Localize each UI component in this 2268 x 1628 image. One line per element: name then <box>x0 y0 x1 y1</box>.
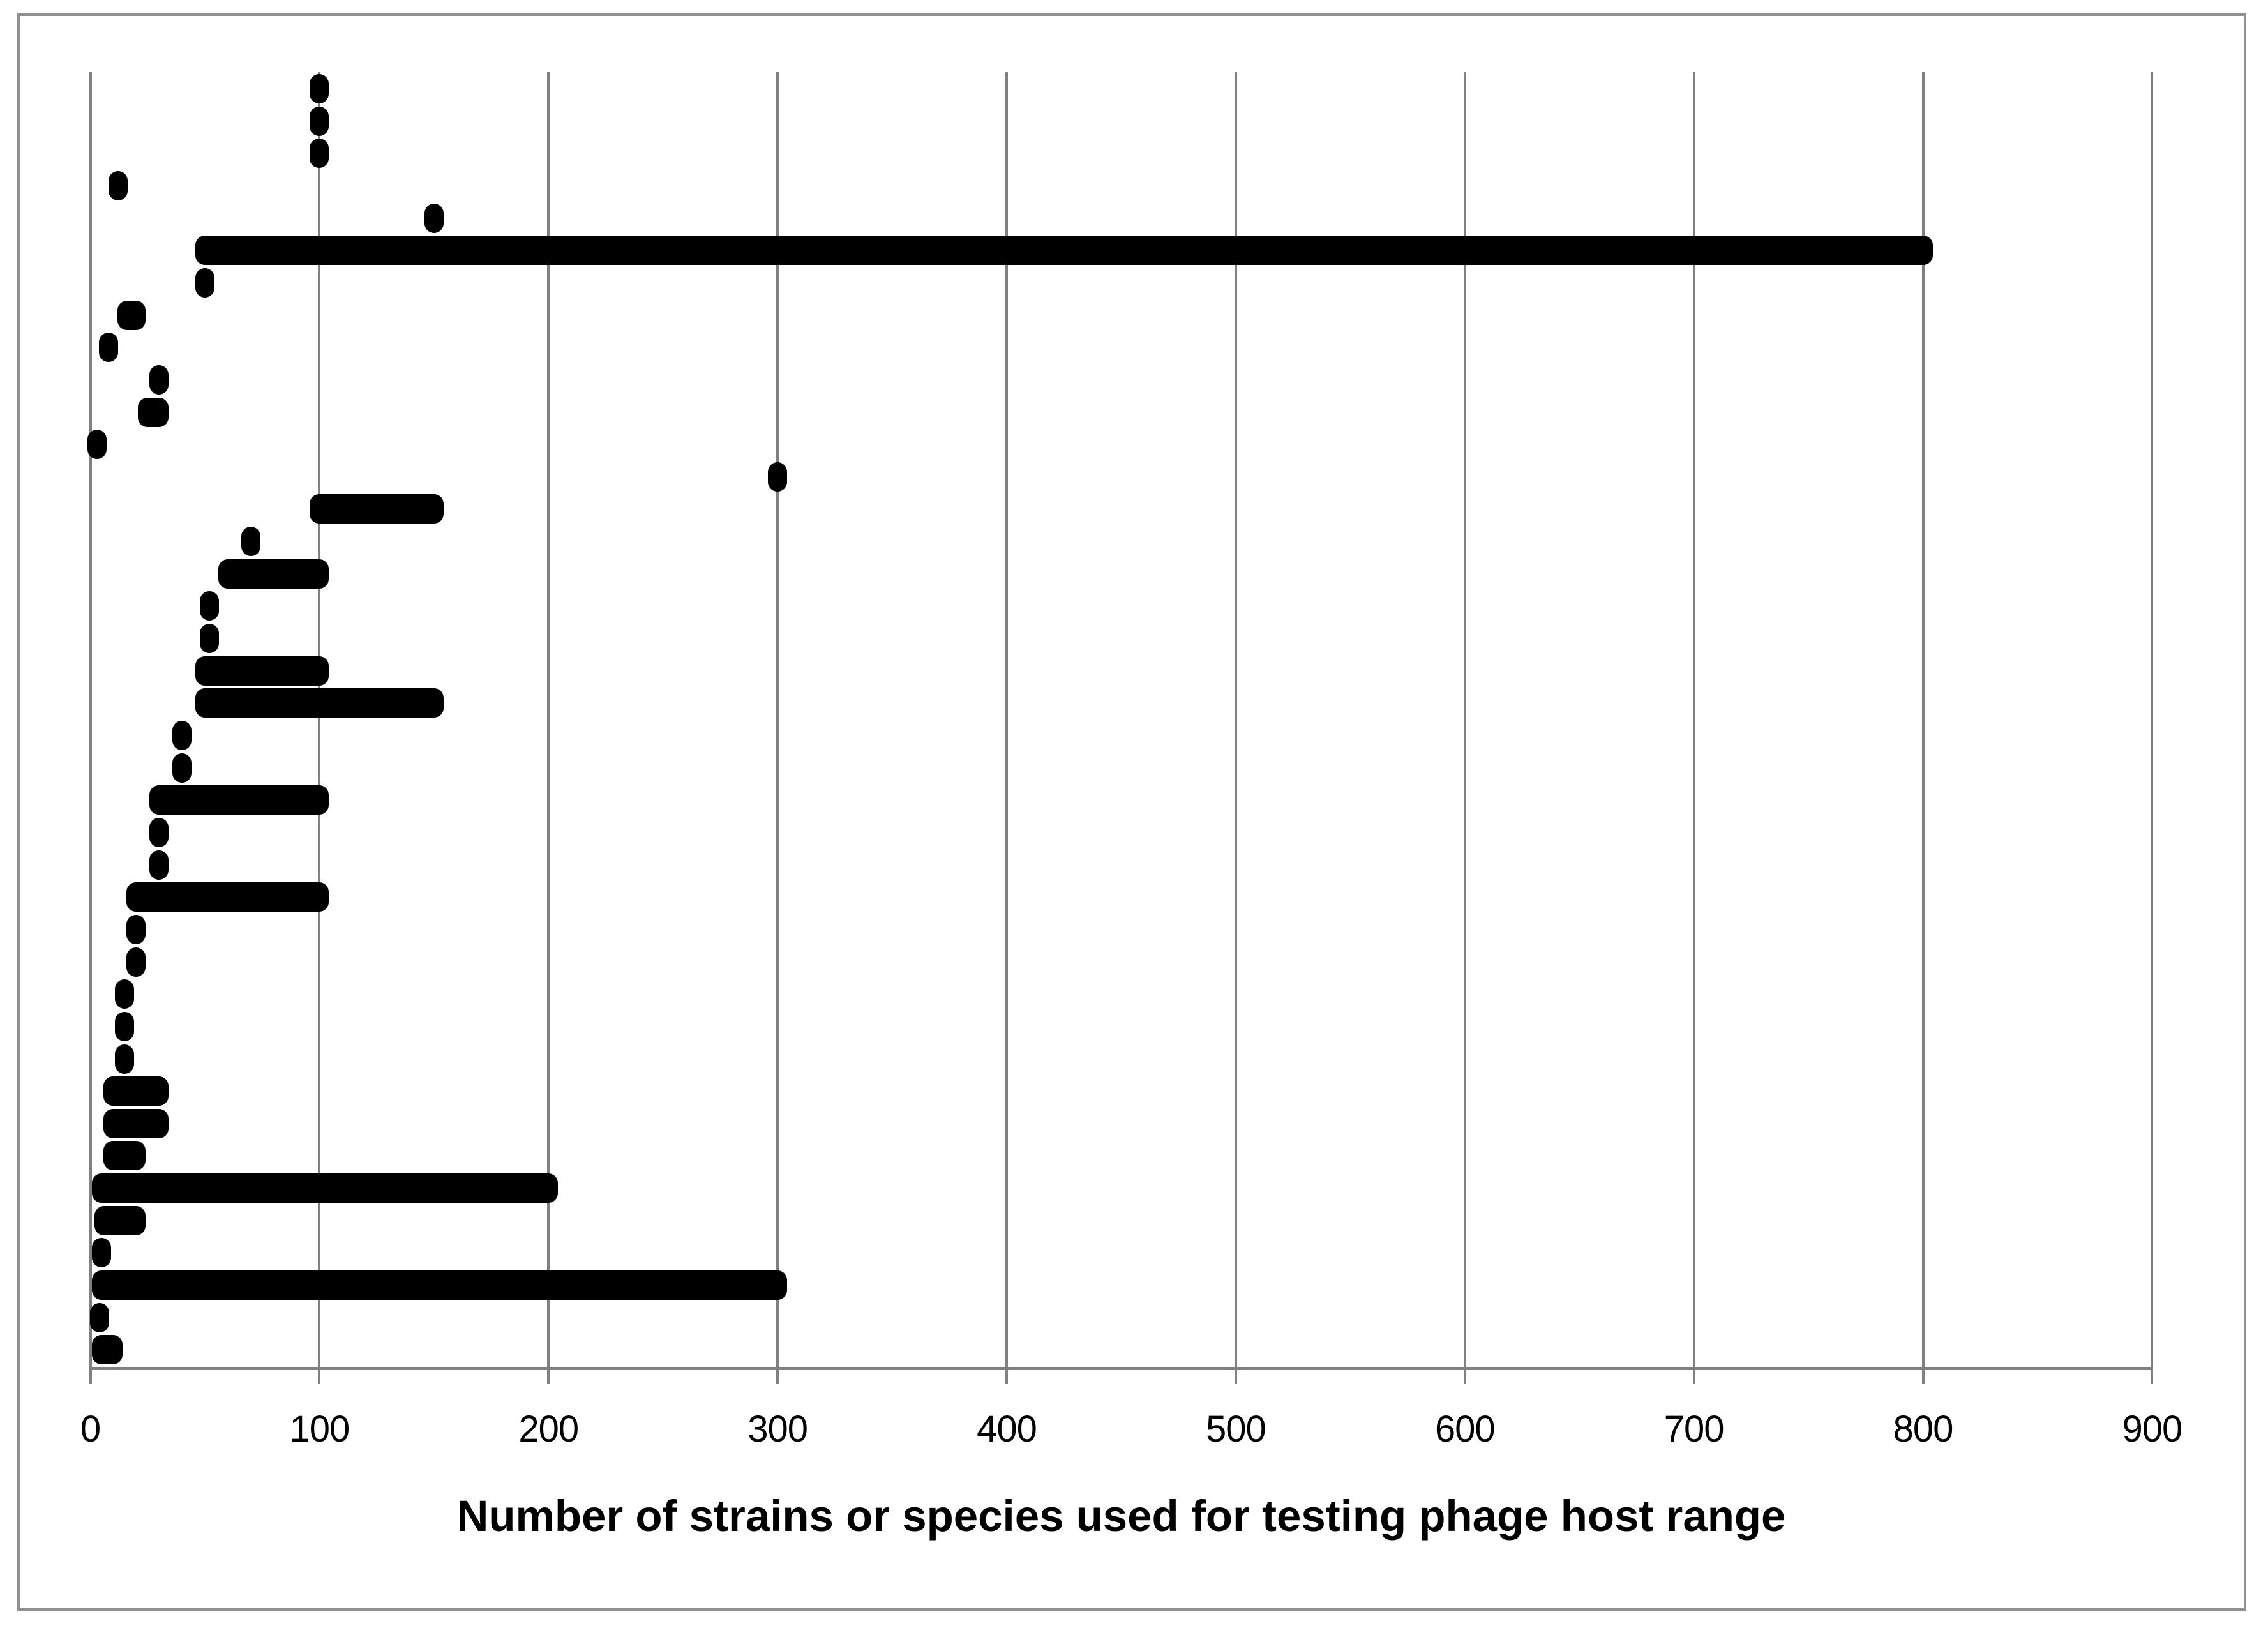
x-axis-line <box>89 1367 2154 1370</box>
data-range-bar <box>117 300 146 330</box>
gridline-x-700 <box>1692 72 1695 1384</box>
data-range-bar <box>92 1270 788 1300</box>
data-range-bar <box>92 1335 123 1365</box>
data-dot <box>172 721 192 750</box>
x-tick-label-800: 800 <box>1893 1408 1954 1450</box>
data-dot <box>108 170 128 200</box>
data-dot <box>310 139 329 169</box>
x-axis-title: Number of strains or species used for te… <box>456 1491 1786 1541</box>
data-range-bar <box>195 236 1933 266</box>
data-dot <box>241 527 260 557</box>
gridline-x-0 <box>89 72 92 1384</box>
data-range-bar <box>103 1076 169 1106</box>
gridline-x-600 <box>1463 72 1466 1384</box>
data-dot <box>768 462 788 492</box>
data-dot <box>310 106 329 136</box>
data-dot <box>115 1044 135 1074</box>
data-range-bar <box>103 1141 146 1171</box>
x-tick-label-600: 600 <box>1434 1408 1496 1450</box>
x-tick-label-100: 100 <box>289 1408 350 1450</box>
figure-border <box>17 13 2246 1611</box>
data-dot <box>310 74 329 103</box>
data-dot <box>424 203 444 233</box>
data-range-bar <box>94 1205 146 1235</box>
data-range-bar <box>103 1108 169 1138</box>
gridline-x-800 <box>1921 72 1925 1384</box>
data-dot <box>92 1238 112 1268</box>
data-range-bar <box>138 397 169 427</box>
data-dot <box>87 430 107 460</box>
data-dot <box>115 979 135 1009</box>
data-dot <box>115 1011 135 1041</box>
data-dot <box>200 624 220 654</box>
gridline-x-100 <box>318 72 321 1384</box>
x-tick-label-700: 700 <box>1663 1408 1725 1450</box>
x-tick-label-200: 200 <box>518 1408 579 1450</box>
data-dot <box>126 947 146 977</box>
gridline-x-900 <box>2151 72 2154 1384</box>
x-tick-label-300: 300 <box>747 1408 808 1450</box>
data-range-bar <box>126 882 329 912</box>
data-range-bar <box>149 785 329 815</box>
data-dot <box>172 753 192 783</box>
data-dot <box>200 591 220 621</box>
x-tick-label-900: 900 <box>2122 1408 2183 1450</box>
data-dot <box>149 817 169 847</box>
gridline-x-500 <box>1234 72 1237 1384</box>
data-dot <box>149 850 169 880</box>
data-range-bar <box>195 656 329 686</box>
data-dot <box>126 914 146 944</box>
data-dot <box>149 365 169 395</box>
gridline-x-200 <box>547 72 550 1384</box>
data-range-bar <box>92 1173 559 1203</box>
x-tick-label-400: 400 <box>977 1408 1037 1450</box>
gridline-x-300 <box>776 72 779 1384</box>
data-dot <box>99 333 119 363</box>
x-tick-label-500: 500 <box>1206 1408 1266 1450</box>
data-dot <box>89 1302 109 1332</box>
data-range-bar <box>195 688 444 718</box>
x-tick-label-0: 0 <box>80 1408 101 1450</box>
data-range-bar <box>218 559 329 589</box>
data-range-bar <box>310 494 444 524</box>
data-dot <box>195 268 214 298</box>
gridline-x-400 <box>1005 72 1009 1384</box>
